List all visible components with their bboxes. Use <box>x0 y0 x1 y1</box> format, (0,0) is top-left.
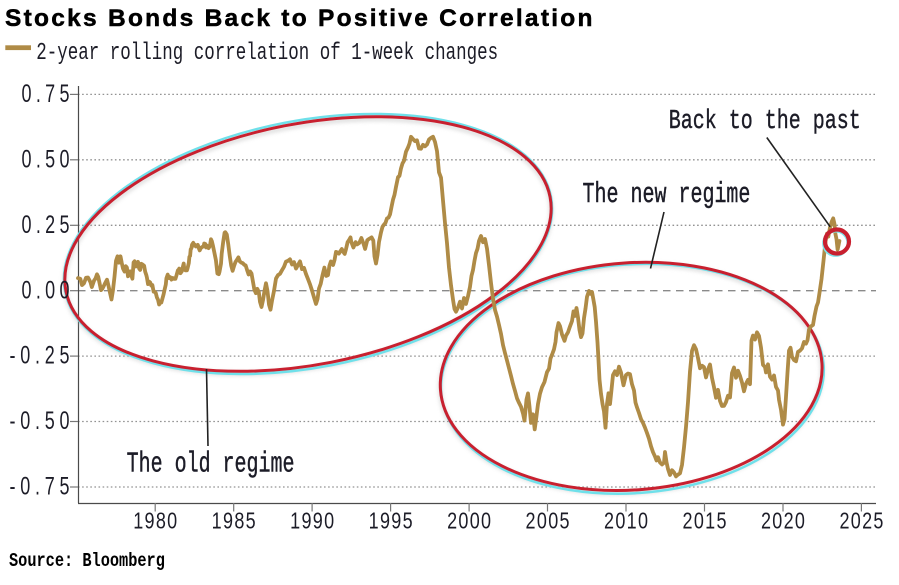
svg-text:1995: 1995 <box>369 508 413 534</box>
svg-text:Stocks Bonds Back to Positive: Stocks Bonds Back to Positive Correlatio… <box>5 5 593 32</box>
svg-text:-0.25: -0.25 <box>10 341 70 370</box>
svg-text:Back to the past: Back to the past <box>669 107 861 138</box>
svg-text:1980: 1980 <box>133 508 177 534</box>
svg-text:1985: 1985 <box>212 508 256 534</box>
svg-text:2025: 2025 <box>839 508 883 534</box>
svg-text:2000: 2000 <box>447 508 491 534</box>
svg-text:1990: 1990 <box>290 508 334 534</box>
svg-text:2020: 2020 <box>761 508 805 534</box>
svg-text:2-year rolling correlation of: 2-year rolling correlation of 1-week cha… <box>36 40 498 67</box>
svg-text:Source: Bloomberg: Source: Bloomberg <box>9 552 165 573</box>
svg-text:2015: 2015 <box>682 508 726 534</box>
svg-text:The new regime: The new regime <box>583 180 751 211</box>
svg-text:0.50: 0.50 <box>22 144 70 173</box>
svg-text:The old regime: The old regime <box>127 450 295 481</box>
svg-text:-0.50: -0.50 <box>10 406 70 435</box>
svg-text:0.75: 0.75 <box>22 79 70 108</box>
svg-text:0.00: 0.00 <box>22 275 70 304</box>
svg-text:2010: 2010 <box>604 508 648 534</box>
svg-text:0.25: 0.25 <box>22 210 70 239</box>
svg-text:-0.75: -0.75 <box>10 472 70 501</box>
svg-text:2005: 2005 <box>526 508 570 534</box>
